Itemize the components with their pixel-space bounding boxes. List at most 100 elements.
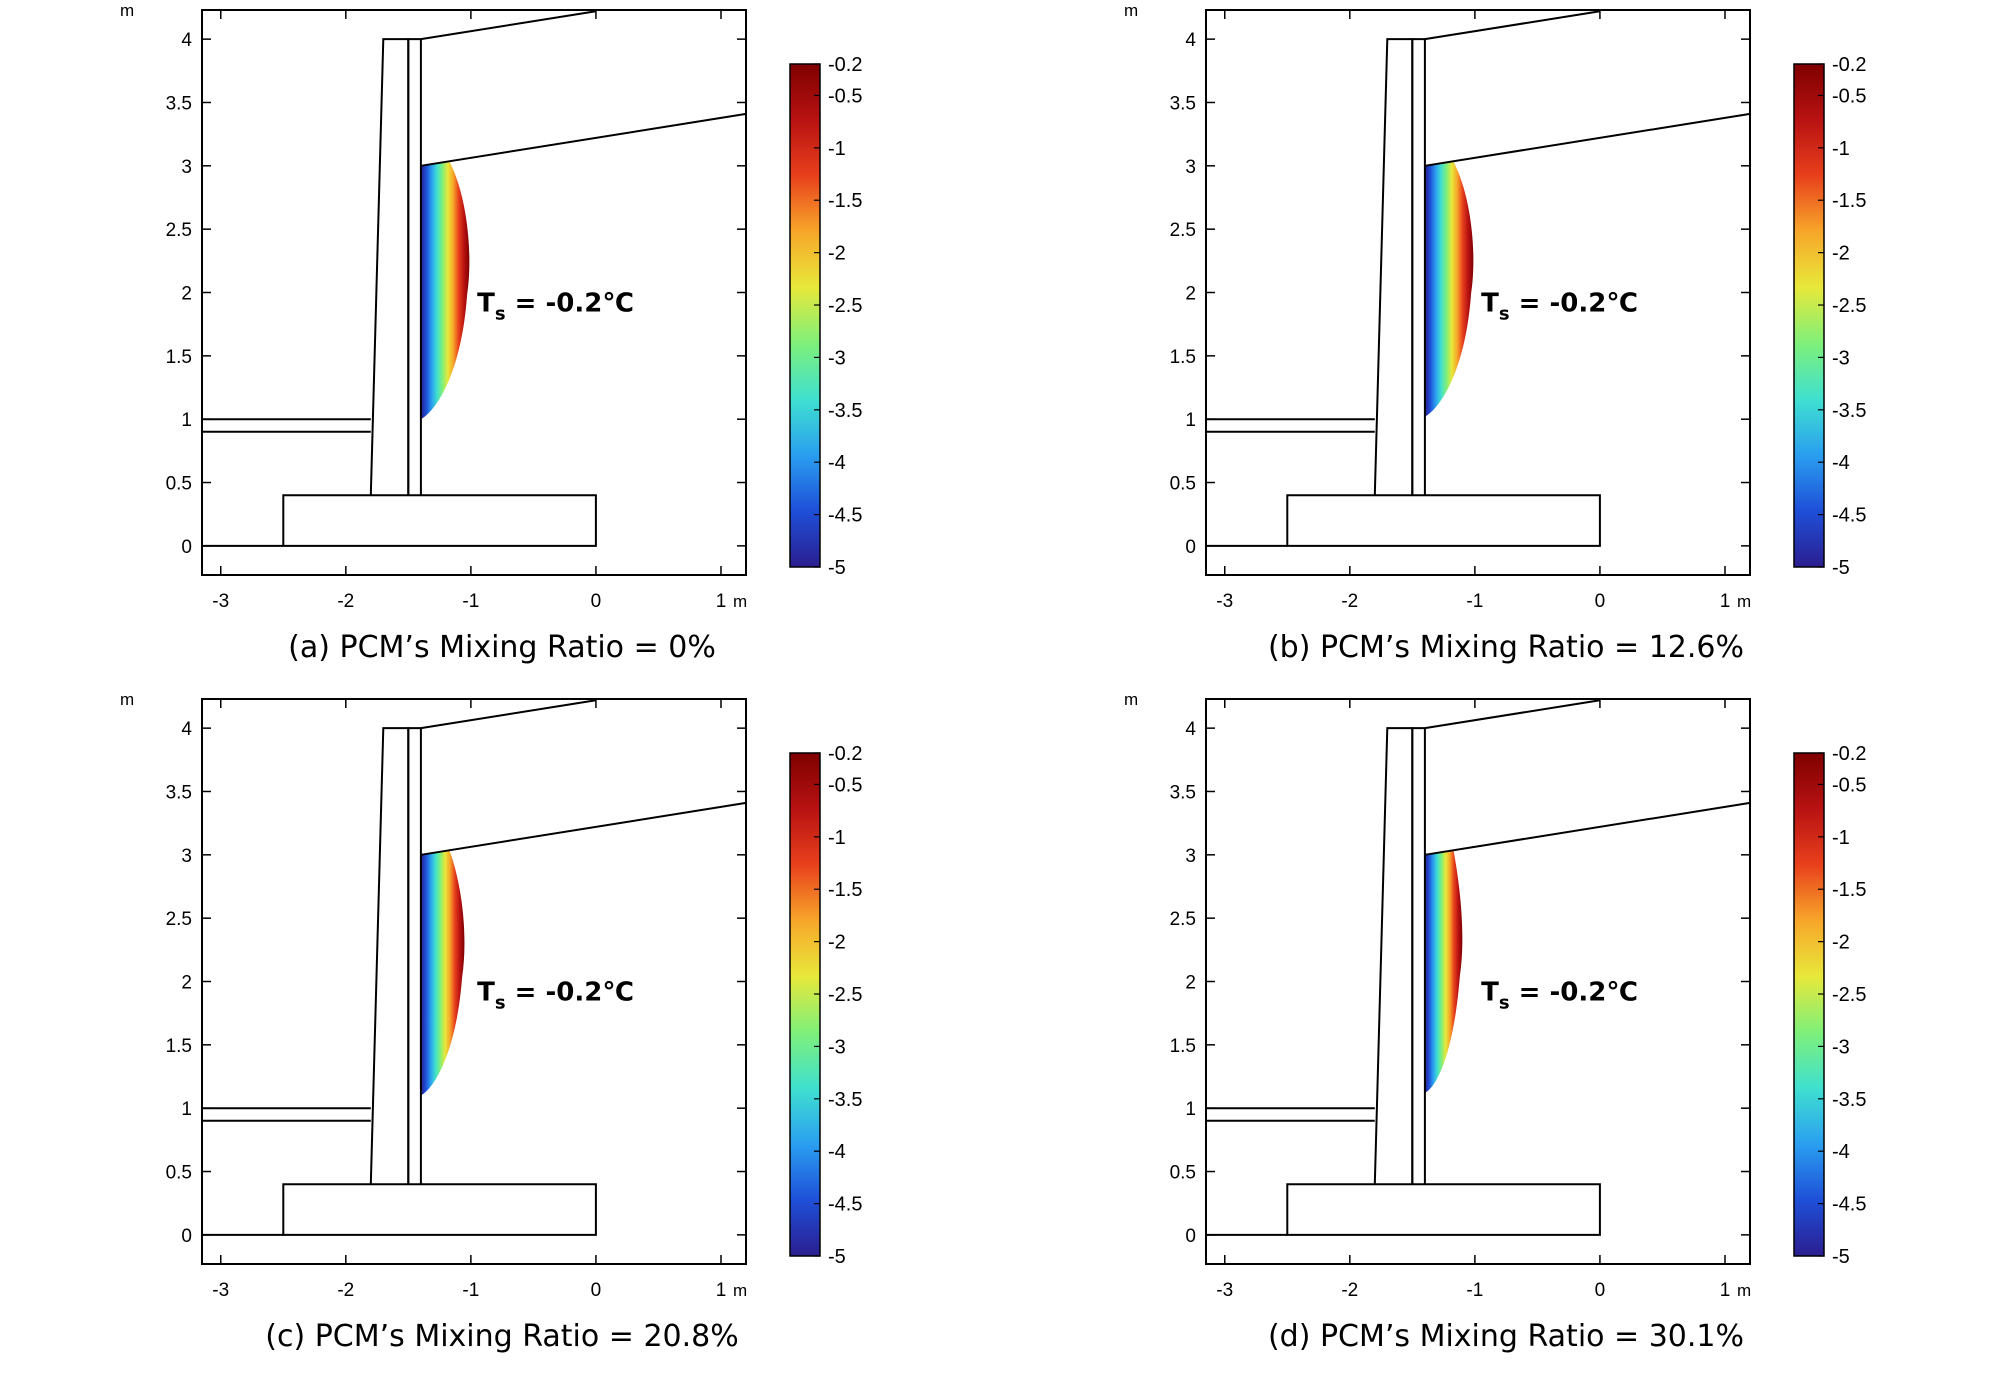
plot-frame <box>1205 9 1751 576</box>
colorbar-tick-label: -0.5 <box>828 85 862 107</box>
footing-outline <box>282 1183 597 1236</box>
colorbar-tick-label: -3 <box>828 347 846 369</box>
colorbar-tick-label: -1 <box>1832 138 1850 160</box>
x-axis-unit: m <box>733 1281 747 1300</box>
panel-c: -3 -2 -1 0 1 m 0 0.5 1 1.5 2 2.5 3 3.5 4 m Ts = -0.2℃ -0.… <box>0 689 1004 1378</box>
y-tick-label: 4 <box>1185 719 1196 740</box>
panel-d: -3 -2 -1 0 1 m 0 0.5 1 1.5 2 2.5 3 3.5 4 m Ts = -0.2℃ -0.… <box>1004 689 2008 1378</box>
colorbar-tick-label: -2 <box>828 243 846 265</box>
x-tick-label: 0 <box>1595 1280 1606 1301</box>
backfill-top-line <box>1424 699 1601 730</box>
x-tick-label: 0 <box>591 591 602 612</box>
y-tick-label: 0.5 <box>1170 474 1196 495</box>
colorbar-tick-label: -0.5 <box>1832 85 1866 107</box>
colorbar <box>789 752 821 1257</box>
colorbar-tick-label: -5 <box>1832 557 1850 579</box>
colorbar-tick-label: -0.2 <box>1832 743 1866 765</box>
annotation-subscript: s <box>1499 304 1510 325</box>
y-axis-unit: m <box>120 1 134 20</box>
y-tick-label: 3.5 <box>1170 782 1196 803</box>
x-axis-unit: m <box>1737 1281 1751 1300</box>
y-tick-label: 4 <box>181 30 192 51</box>
y-tick-label: 2 <box>1185 284 1196 305</box>
y-tick-label: 2 <box>181 284 192 305</box>
colorbar-tick-label: -4 <box>828 1141 846 1163</box>
x-tick-label: -1 <box>1466 1280 1483 1301</box>
y-tick-label: 1 <box>1185 1099 1196 1120</box>
plot-frame <box>201 9 747 576</box>
y-tick-label: 1.5 <box>166 1036 192 1057</box>
caption-b: (b) PCM’s Mixing Ratio = 12.6% <box>1267 630 1745 665</box>
colorbar-tick-label: -3.5 <box>1832 1089 1866 1111</box>
colorbar-tick-label: -2 <box>1832 243 1850 265</box>
colorbar-tick-label: -2.5 <box>828 984 862 1006</box>
colorbar-tick-label: -0.2 <box>828 54 862 76</box>
panel-a: -3 -2 -1 0 1 m 0 0.5 1 1.5 2 2.5 3 3.5 4 m Ts = -0.2℃ -0.… <box>0 0 1004 689</box>
annotation-value: = -0.2℃ <box>506 289 634 319</box>
frozen-zone-annotation: Ts = -0.2℃ <box>1481 289 1638 325</box>
backfill-top-line <box>420 699 597 730</box>
y-tick-label: 3.5 <box>166 93 192 114</box>
annotation-subscript: s <box>495 304 506 325</box>
y-tick-label: 2.5 <box>166 220 192 241</box>
colorbar-tick-label: -4.5 <box>1832 505 1866 527</box>
wall-stem-outline <box>369 38 410 496</box>
colorbar-tick-label: -2.5 <box>1832 984 1866 1006</box>
annotation-subscript: s <box>1499 993 1510 1014</box>
x-tick-label: -2 <box>1341 591 1358 612</box>
backfill-top-line <box>1424 10 1601 41</box>
x-tick-label: 0 <box>1595 591 1606 612</box>
panel-b: -3 -2 -1 0 1 m 0 0.5 1 1.5 2 2.5 3 3.5 4 m Ts = -0.2℃ -0.… <box>1004 0 2008 689</box>
insulation-layer-outline <box>1411 727 1426 1185</box>
colorbar-tick-label: -1.5 <box>1832 190 1866 212</box>
y-tick-label: 1 <box>181 410 192 431</box>
colorbar-tick-label: -0.2 <box>828 743 862 765</box>
x-tick-label: 1 <box>1720 591 1731 612</box>
frozen-zone-annotation: Ts = -0.2℃ <box>1481 978 1638 1014</box>
colorbar-tick-label: -4.5 <box>1832 1194 1866 1216</box>
colorbar-tick-label: -0.5 <box>1832 774 1866 796</box>
x-tick-label: -3 <box>212 591 229 612</box>
soil-layer-line <box>1424 112 1751 167</box>
frozen-zone <box>1424 161 1474 417</box>
colorbar-tick-label: -2.5 <box>828 295 862 317</box>
y-tick-label: 0 <box>181 1226 192 1247</box>
soil-layer-line <box>420 112 747 167</box>
colorbar-tick-label: -2.5 <box>1832 295 1866 317</box>
colorbar-tick-label: -1 <box>828 138 846 160</box>
colorbar-tick-label: -0.5 <box>828 774 862 796</box>
colorbar-tick-label: -3 <box>1832 347 1850 369</box>
colorbar <box>1793 752 1825 1257</box>
plot-frame <box>201 698 747 1265</box>
colorbar-tick-label: -4 <box>1832 452 1850 474</box>
colorbar-tick-label: -1.5 <box>828 879 862 901</box>
colorbar-tick-label: -0.2 <box>1832 54 1866 76</box>
footing-outline <box>1286 494 1601 547</box>
frozen-zone <box>420 850 465 1096</box>
annotation-symbol: T <box>477 289 495 319</box>
x-axis-unit: m <box>1737 592 1751 611</box>
colorbar-tick-label: -4 <box>828 452 846 474</box>
wall-stem-outline <box>1373 38 1414 496</box>
y-tick-label: 1.5 <box>1170 347 1196 368</box>
caption-a: (a) PCM’s Mixing Ratio = 0% <box>288 630 716 665</box>
y-tick-label: 4 <box>1185 30 1196 51</box>
colorbar-tick-label: -5 <box>1832 1246 1850 1268</box>
x-tick-label: -3 <box>212 1280 229 1301</box>
x-tick-label: -2 <box>337 591 354 612</box>
colorbar-tick-label: -3.5 <box>1832 400 1866 422</box>
x-tick-label: -3 <box>1216 1280 1233 1301</box>
y-axis-unit: m <box>1124 690 1138 709</box>
plot-frame <box>1205 698 1751 1265</box>
y-tick-label: 2.5 <box>1170 909 1196 930</box>
colorbar-tick-label: -3.5 <box>828 1089 862 1111</box>
annotation-symbol: T <box>1481 289 1499 319</box>
caption-d: (d) PCM’s Mixing Ratio = 30.1% <box>1267 1319 1745 1354</box>
y-tick-label: 2 <box>1185 973 1196 994</box>
y-tick-label: 3.5 <box>166 782 192 803</box>
y-tick-label: 1.5 <box>1170 1036 1196 1057</box>
y-tick-label: 1.5 <box>166 347 192 368</box>
